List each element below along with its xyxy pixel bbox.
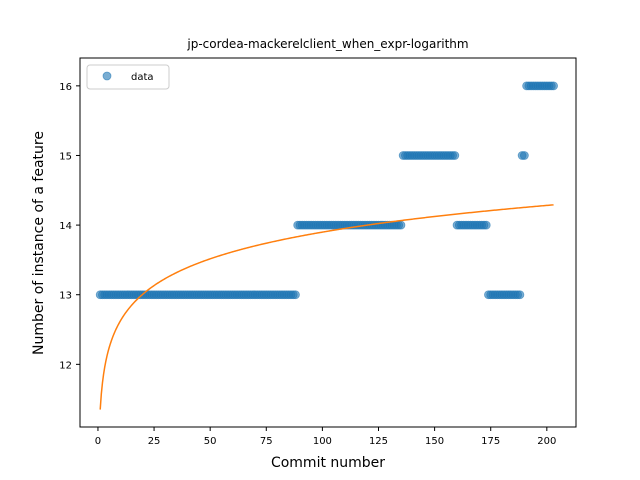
x-tick-label: 200 [537,436,556,447]
fit-line [99,204,554,410]
x-tick-label: 50 [204,436,217,447]
x-tick-label: 25 [148,436,161,447]
axes-layer: 0 25 50 75 100 125 150 175 200 12 13 14 15 16 [59,57,577,447]
x-tick-label: 75 [260,436,273,447]
data-point [515,290,525,300]
chart-title: jp-cordea-mackerelclient_when_expr-logar… [186,37,468,51]
x-tick-label: 0 [95,436,101,447]
data-point [481,220,491,230]
y-tick-label: 15 [59,151,72,162]
data-point [519,151,529,160]
data-point [396,220,406,230]
x-tick-label: 175 [481,436,500,447]
x-axis-label: Commit number [271,455,385,471]
y-tick-label: 16 [59,82,72,93]
data-point [291,290,300,300]
legend-box [86,64,170,90]
legend-marker [102,71,112,81]
y-axis-label: Number of instance of a feature [31,131,47,355]
x-tick-label: 150 [425,436,444,447]
x-tick-label: 125 [369,436,388,447]
x-tick-label: 100 [313,436,332,447]
y-tick-label: 14 [59,221,72,232]
legend: data [86,64,170,90]
y-tick-label: 12 [59,360,72,371]
data-point [549,81,558,91]
data-point [450,151,460,160]
legend-label: data [131,72,154,83]
plot-frame [79,57,577,428]
plot-layer [95,81,558,410]
y-tick-label: 13 [59,291,72,302]
